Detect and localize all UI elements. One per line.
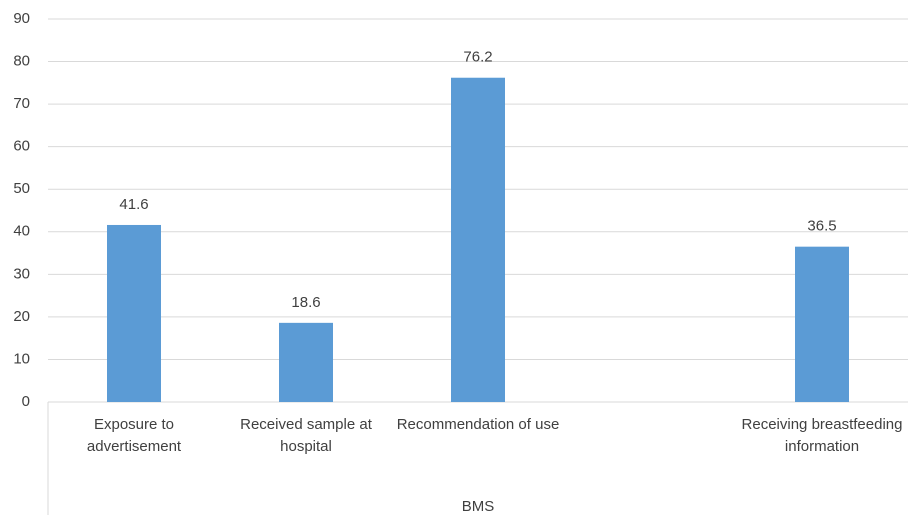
y-tick-label: 70 — [13, 95, 30, 112]
y-tick-label: 10 — [13, 350, 30, 367]
x-tick-label: Received sample at hospital — [240, 416, 372, 455]
x-tick-label: Exposure to advertisement — [86, 416, 182, 455]
bar — [279, 322, 333, 402]
bar — [107, 224, 161, 402]
data-label: 18.6 — [291, 294, 320, 311]
y-tick-label: 20 — [13, 308, 30, 325]
y-tick-label: 40 — [13, 223, 30, 240]
y-tick-label: 90 — [13, 10, 30, 27]
bar — [451, 77, 505, 402]
x-tick-label: Recommendation of use — [396, 416, 560, 433]
data-label: 36.5 — [807, 218, 836, 235]
y-tick-label: 60 — [13, 138, 30, 155]
data-label: 76.2 — [463, 49, 492, 66]
x-axis-title: BMS — [462, 498, 495, 515]
y-tick-label: 0 — [22, 393, 30, 410]
y-tick-label: 30 — [13, 265, 30, 282]
y-tick-label: 80 — [13, 53, 30, 70]
y-tick-label: 50 — [13, 180, 30, 197]
x-tick-label: Receiving breastfeeding information — [741, 416, 903, 455]
bar — [795, 246, 849, 402]
data-label: 41.6 — [119, 196, 148, 213]
